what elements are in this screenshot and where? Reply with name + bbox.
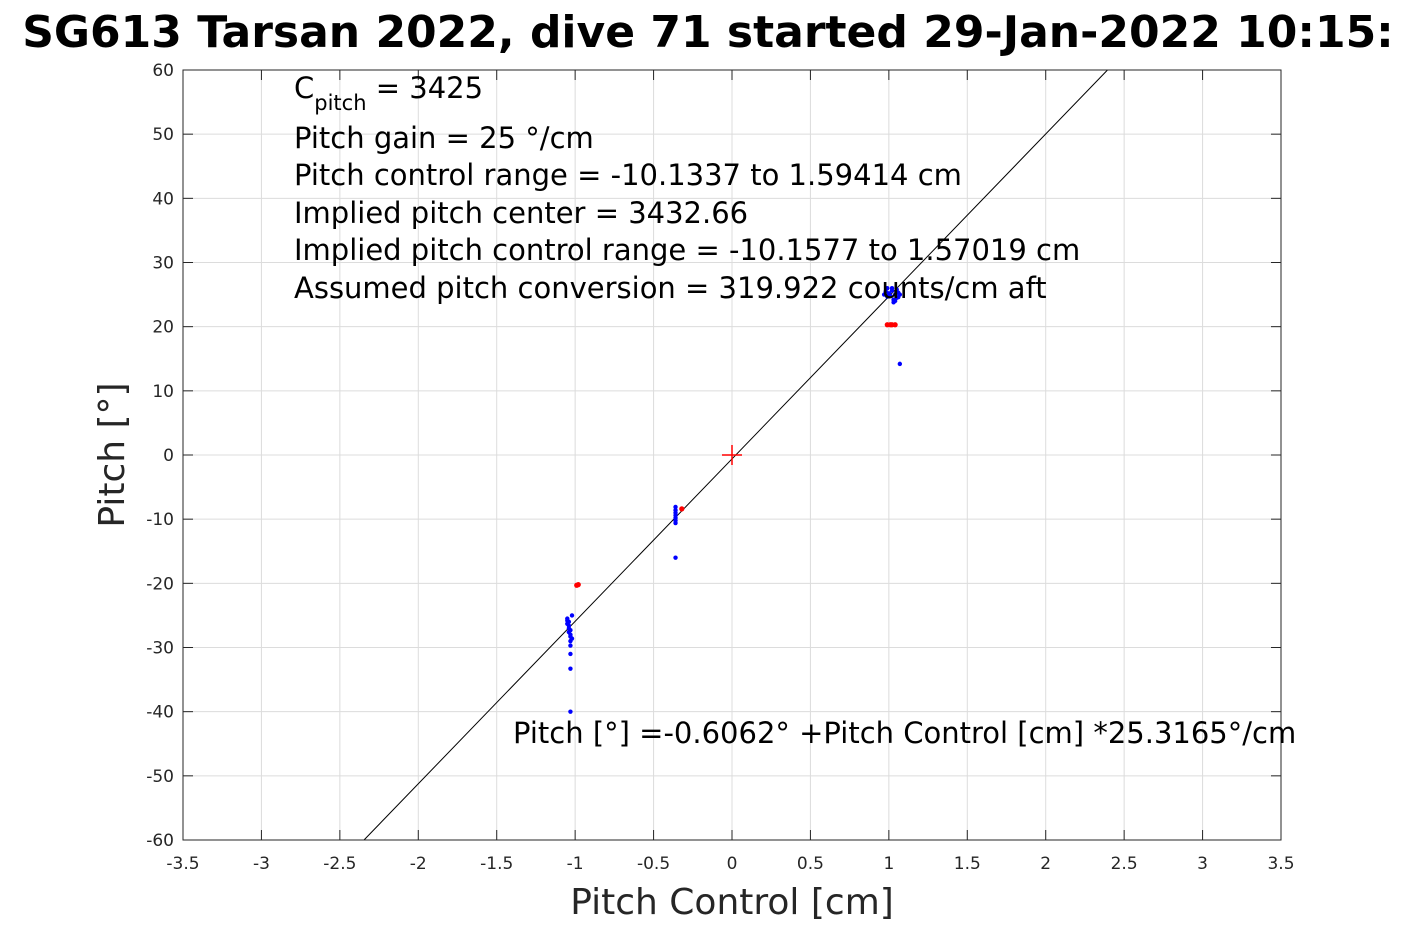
- blue-data-point: [897, 361, 903, 367]
- x-tick-label: 3.5: [1267, 854, 1294, 874]
- blue-data-point: [569, 613, 575, 618]
- blue-data-point: [885, 294, 890, 299]
- y-tick-label: 30: [152, 254, 174, 274]
- blue-data-point: [568, 651, 573, 657]
- y-tick-label: -40: [146, 703, 174, 723]
- x-tick-label: -1: [567, 854, 584, 874]
- y-tick-label: 50: [152, 125, 174, 145]
- x-tick-label: 2.5: [1111, 854, 1138, 874]
- blue-data-point: [568, 643, 573, 648]
- blue-data-point: [892, 298, 898, 304]
- annotation-pitch-conversion: Assumed pitch conversion = 319.922 count…: [294, 271, 1047, 305]
- x-tick-label: 3: [1197, 854, 1208, 874]
- red-data-point: [892, 322, 898, 328]
- red-data-point: [575, 582, 581, 588]
- annotation-c-pitch: Cpitch = 3425: [294, 71, 483, 115]
- x-tick-label: 1: [883, 854, 894, 874]
- y-tick-label: -30: [146, 639, 174, 659]
- x-tick-label: 2: [1040, 854, 1051, 874]
- x-tick-label: -2.5: [323, 854, 356, 874]
- c-pitch-subscript: pitch: [314, 91, 366, 115]
- y-tick-label: -20: [146, 574, 174, 594]
- blue-data-point: [673, 504, 678, 510]
- x-axis-label: Pitch Control [cm]: [570, 882, 894, 923]
- grid: [182, 69, 1282, 841]
- x-tick-label: -1.5: [480, 854, 513, 874]
- blue-data-point: [673, 555, 678, 560]
- y-tick-label: 40: [152, 189, 174, 209]
- x-tick-label: 0.5: [797, 854, 824, 874]
- annotation-implied-pitch-center: Implied pitch center = 3432.66: [294, 196, 748, 230]
- x-tick-label: -3: [253, 854, 270, 874]
- red-data-point: [679, 506, 685, 512]
- y-tick-label: 0: [163, 446, 174, 466]
- blue-data-point: [568, 638, 573, 644]
- blue-data-point: [568, 709, 573, 714]
- annotation-pitch-control-range: Pitch control range = -10.1337 to 1.5941…: [294, 158, 962, 192]
- c-pitch-symbol: C: [294, 71, 314, 105]
- blue-data-point: [889, 285, 895, 291]
- plot-area: [363, 69, 1108, 841]
- y-tick-label: -10: [146, 510, 174, 530]
- annotation-pitch-gain: Pitch gain = 25 °/cm: [294, 121, 594, 155]
- blue-data-point: [897, 292, 903, 297]
- x-tick-label: -0.5: [637, 854, 670, 874]
- center-marker: [722, 445, 742, 465]
- chart-title: SG613 Tarsan 2022, dive 71 started 29-Ja…: [22, 7, 1394, 58]
- y-axis-label: Pitch [°]: [92, 382, 133, 527]
- ticks: -3.5 -3 -2.5 -2 -1.5 -1 -0.5 0 0.5 1 1.5 2 2.5 3 3.5 -6…: [146, 61, 1294, 874]
- x-tick-label: 1.5: [954, 854, 981, 874]
- blue-data-point: [566, 619, 572, 625]
- annotation-implied-pitch-control-range: Implied pitch control range = -10.1577 t…: [294, 233, 1080, 267]
- y-tick-label: 60: [152, 61, 174, 81]
- blue-data-point: [885, 285, 890, 291]
- x-tick-label: -2: [410, 854, 427, 874]
- x-tick-label: -3.5: [166, 854, 199, 874]
- y-tick-label: 10: [152, 382, 174, 402]
- blue-data-point: [673, 520, 678, 526]
- y-tick-label: 20: [152, 318, 174, 338]
- y-tick-label: -50: [146, 767, 174, 787]
- x-tick-label: 0: [727, 854, 738, 874]
- blue-data-point: [568, 666, 573, 671]
- y-tick-label: -60: [146, 831, 174, 851]
- c-pitch-value: = 3425: [367, 71, 484, 105]
- fit-equation: Pitch [°] =-0.6062° +Pitch Control [cm] …: [513, 716, 1296, 750]
